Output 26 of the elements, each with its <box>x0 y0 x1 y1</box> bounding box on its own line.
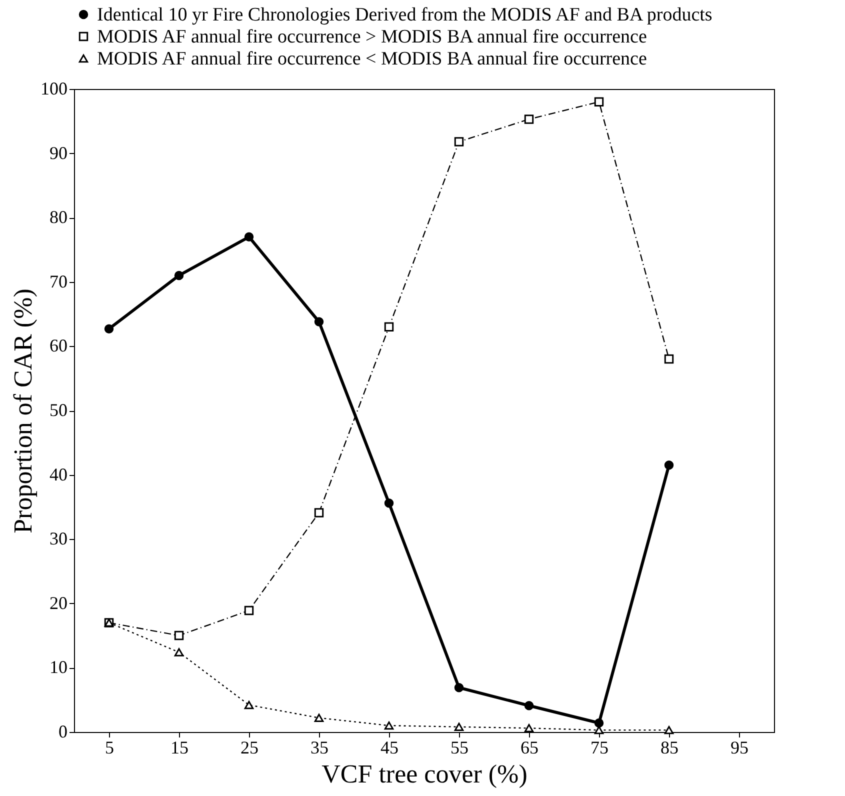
y-tick-label: 60 <box>50 336 68 356</box>
y-tick-label: 20 <box>50 592 68 613</box>
x-tick-label: 55 <box>450 738 468 758</box>
x-tick-label: 45 <box>380 738 398 758</box>
x-tick-label: 95 <box>730 738 748 758</box>
y-tick-label: 90 <box>50 142 68 163</box>
y-tick-label: 100 <box>40 78 68 98</box>
y-tick-label: 50 <box>50 400 68 420</box>
y-tick-label: 40 <box>50 464 68 484</box>
y-axis-title: Proportion of CAR (%) <box>8 288 38 534</box>
x-tick-label: 25 <box>240 738 258 758</box>
y-tick-label: 10 <box>50 657 68 678</box>
legend-label: Identical 10 yr Fire Chronologies Derived from the MODIS AF and BA products <box>97 4 712 26</box>
x-tick-label: 75 <box>590 738 608 758</box>
x-tick-label: 65 <box>520 738 538 758</box>
legend-label: MODIS AF annual fire occurrence < MODIS BA annual fire occurrence <box>97 48 647 70</box>
y-tick-label: 30 <box>50 528 68 549</box>
legend-label: MODIS AF annual fire occurrence > MODIS BA annual fire occurrence <box>97 26 647 48</box>
y-tick-label: 70 <box>50 271 68 292</box>
x-tick-label: 35 <box>310 738 328 758</box>
x-tick-label: 85 <box>660 738 678 758</box>
x-axis-title: VCF tree cover (%) <box>322 760 528 788</box>
y-tick-label: 80 <box>50 207 68 228</box>
x-tick-label: 5 <box>105 738 114 758</box>
x-tick-label: 15 <box>170 738 188 758</box>
y-tick-label: 0 <box>58 722 68 742</box>
